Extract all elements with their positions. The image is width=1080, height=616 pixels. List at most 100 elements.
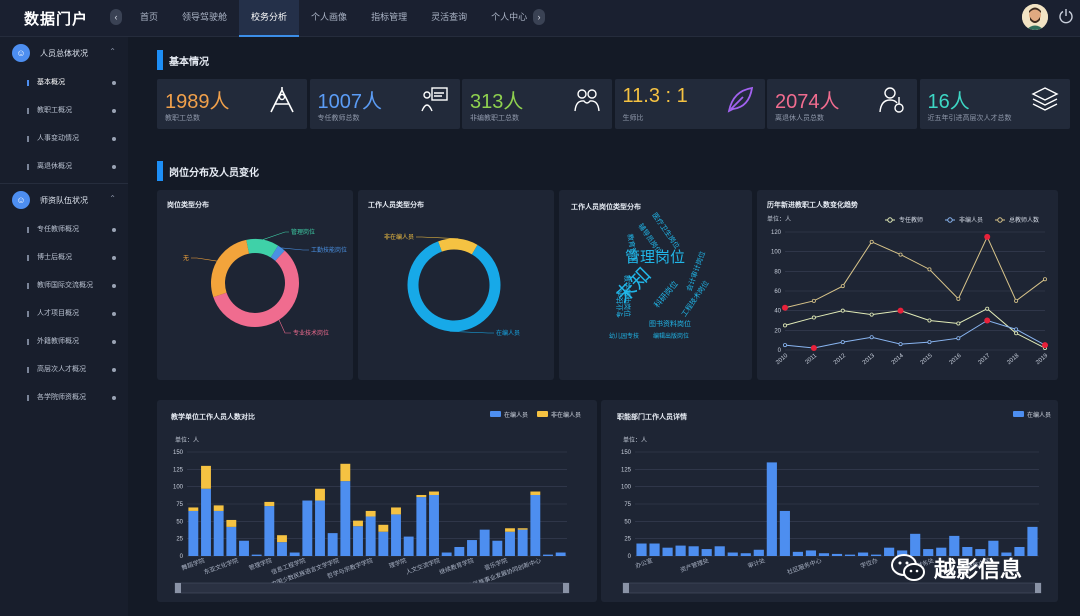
bar[interactable]	[416, 497, 427, 556]
stat-card[interactable]: 1007人 专任教师总数	[309, 79, 460, 129]
bar[interactable]	[188, 507, 199, 511]
bar[interactable]	[675, 545, 686, 556]
bar[interactable]	[264, 506, 275, 556]
trend-point[interactable]	[898, 252, 903, 257]
nav-tab-0[interactable]: 首页	[140, 12, 159, 22]
bar[interactable]	[530, 494, 541, 556]
trend-point[interactable]	[840, 308, 845, 313]
nav-tab-2[interactable]: 校务分析	[239, 0, 300, 37]
bar[interactable]	[226, 519, 237, 527]
nav-right-arrow-icon[interactable]: ›	[533, 9, 545, 25]
sidebar-item[interactable]: 外籍教师概况	[0, 328, 128, 356]
sidebar-item[interactable]: 专任教师概况	[0, 216, 128, 244]
legend-label[interactable]: 在编人员	[1027, 411, 1051, 419]
sidebar-item[interactable]: 人事变动情况	[0, 125, 128, 153]
trend-point[interactable]	[1042, 277, 1047, 282]
bar[interactable]	[315, 488, 325, 501]
bar[interactable]	[714, 546, 725, 556]
bar[interactable]	[264, 501, 275, 507]
bar[interactable]	[429, 491, 439, 495]
sidebar-item[interactable]: 基本概况	[0, 69, 128, 97]
bar[interactable]	[701, 549, 712, 556]
bar[interactable]	[213, 505, 224, 511]
bar[interactable]	[289, 552, 300, 556]
bar[interactable]	[226, 526, 237, 556]
trend-series-line[interactable]	[784, 308, 1046, 349]
bar[interactable]	[779, 510, 790, 556]
bar[interactable]	[988, 540, 999, 556]
pie-slice[interactable]	[438, 238, 478, 255]
nav-tab-5[interactable]: 灵活查询	[431, 12, 468, 22]
bar[interactable]	[505, 531, 515, 556]
nav-tab-4[interactable]: 指标管理	[371, 12, 408, 22]
bar[interactable]	[340, 481, 351, 556]
scrollbar-handle-right[interactable]	[563, 583, 569, 593]
sidebar-item[interactable]: 博士后概况	[0, 244, 128, 272]
bar[interactable]	[467, 540, 477, 556]
bar[interactable]	[818, 553, 830, 556]
bar[interactable]	[923, 549, 934, 556]
bar[interactable]	[213, 510, 224, 556]
trend-point[interactable]	[1014, 327, 1019, 332]
bar[interactable]	[910, 533, 921, 556]
nav-tab-6[interactable]: 个人中心	[491, 12, 528, 22]
trend-point[interactable]	[782, 343, 787, 348]
pie-slice[interactable]	[211, 239, 250, 298]
bar[interactable]	[1027, 526, 1038, 556]
bar[interactable]	[844, 554, 856, 556]
trend-point[interactable]	[956, 336, 961, 341]
bar[interactable]	[897, 550, 908, 556]
bar[interactable]	[277, 542, 287, 556]
sidebar-item[interactable]: 离退休概况	[0, 153, 128, 181]
nav-left-arrow-icon[interactable]: ‹	[110, 9, 122, 25]
zoom-scrollbar[interactable]	[622, 582, 1042, 594]
legend-label[interactable]: 非编人员	[959, 216, 983, 224]
nav-tab-3[interactable]: 个人画像	[311, 12, 348, 22]
bar[interactable]	[327, 533, 338, 556]
bar[interactable]	[441, 552, 452, 556]
trend-point[interactable]	[898, 342, 903, 347]
bar[interactable]	[805, 550, 817, 556]
trend-point[interactable]	[782, 323, 787, 328]
pie-slice[interactable]	[246, 239, 279, 258]
trend-point[interactable]	[956, 321, 961, 326]
chevron-up-icon[interactable]: ⌃	[109, 194, 116, 203]
trend-point[interactable]	[869, 312, 874, 317]
bar[interactable]	[1001, 552, 1012, 556]
bar[interactable]	[517, 529, 528, 556]
bar[interactable]	[792, 551, 803, 556]
bar[interactable]	[365, 516, 376, 556]
nav-tab-1[interactable]: 领导驾驶舱	[182, 12, 228, 22]
bar[interactable]	[492, 540, 503, 556]
sidebar-item[interactable]: 人才项目概况	[0, 300, 128, 328]
stat-card[interactable]: 11.3 : 1 生师比	[614, 79, 765, 129]
bar[interactable]	[391, 507, 401, 515]
scrollbar-handle-left[interactable]	[175, 583, 181, 593]
bar[interactable]	[353, 526, 363, 556]
sidebar-item[interactable]: 教职工概况	[0, 97, 128, 125]
bar[interactable]	[962, 546, 973, 556]
trend-point[interactable]	[927, 340, 932, 345]
bar[interactable]	[831, 553, 843, 556]
bar[interactable]	[766, 462, 777, 556]
trend-point[interactable]	[869, 239, 874, 244]
bar[interactable]	[365, 510, 376, 517]
bar[interactable]	[949, 535, 960, 556]
trend-point[interactable]	[840, 340, 845, 345]
bar[interactable]	[302, 500, 313, 556]
bar[interactable]	[251, 554, 262, 556]
stat-card[interactable]: 313人 非编教职工总数	[462, 79, 612, 129]
bar[interactable]	[454, 546, 465, 556]
bar[interactable]	[871, 554, 882, 556]
trend-point[interactable]	[1014, 298, 1019, 303]
trend-point[interactable]	[1014, 331, 1019, 336]
bar[interactable]	[753, 549, 764, 556]
bar[interactable]	[403, 536, 414, 556]
legend-label[interactable]: 总教师人数	[1009, 216, 1039, 224]
stat-card[interactable]: 1989人 教职工总数	[157, 79, 307, 129]
bar[interactable]	[416, 494, 427, 498]
chevron-up-icon[interactable]: ⌃	[109, 47, 116, 56]
legend-label[interactable]: 在编人员	[504, 411, 528, 419]
bar[interactable]	[884, 547, 895, 556]
sidebar-item[interactable]: 高层次人才概况	[0, 356, 128, 384]
